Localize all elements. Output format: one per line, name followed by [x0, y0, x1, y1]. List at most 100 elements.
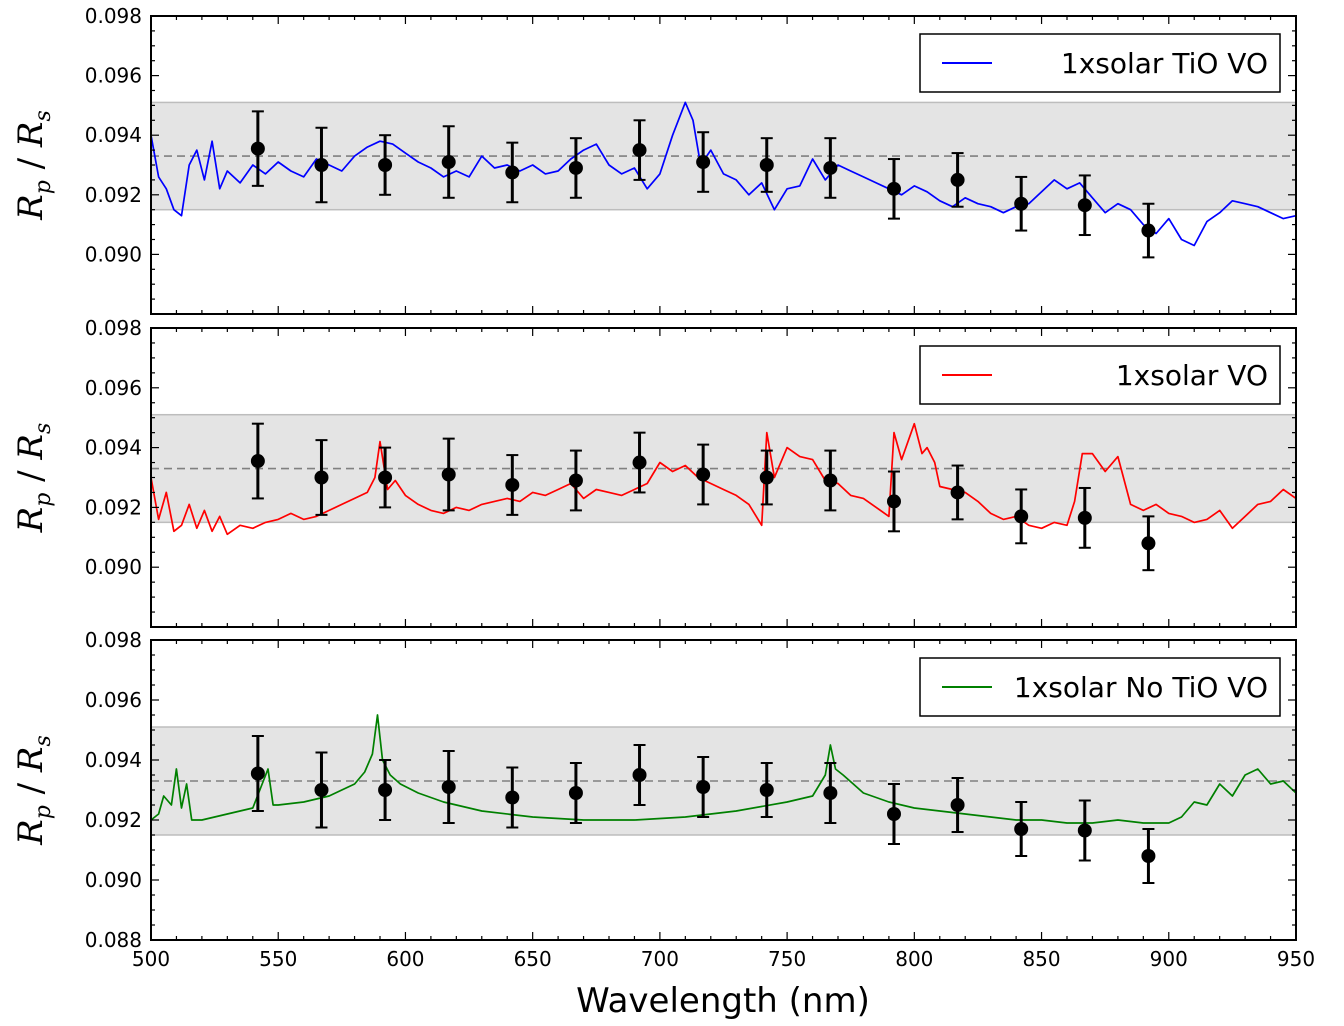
data-point-4	[441, 125, 456, 199]
point-marker	[1141, 223, 1156, 238]
data-point-14	[1077, 799, 1092, 862]
y-axis-label: Rp / Rs	[11, 735, 56, 846]
point-marker	[378, 470, 393, 485]
x-tick-label: 900	[1150, 947, 1188, 971]
point-marker	[886, 807, 901, 821]
y-tick-label: 0.094	[85, 436, 142, 460]
point-marker	[1077, 510, 1092, 525]
point-marker	[314, 158, 329, 172]
x-tick-label: 600	[386, 947, 424, 971]
data-point-9	[759, 449, 774, 506]
point-marker	[759, 158, 774, 172]
point-marker	[441, 155, 456, 170]
y-tick-label: 0.092	[85, 183, 142, 207]
x-axis-label: Wavelength (nm)	[576, 981, 870, 1021]
y-tick-label: 0.098	[85, 4, 142, 28]
y-tick-label: 0.090	[85, 555, 142, 579]
data-point-7	[632, 119, 647, 181]
point-marker	[1014, 509, 1029, 524]
point-marker	[568, 786, 583, 800]
point-marker	[250, 766, 265, 781]
y-tick-label: 0.092	[85, 808, 142, 832]
data-point-8	[696, 443, 711, 506]
x-tick-label: 850	[1022, 947, 1060, 971]
legend-label: 1xsolar No TiO VO	[1014, 671, 1268, 704]
point-marker	[378, 158, 393, 172]
data-point-5	[505, 766, 520, 829]
point-marker	[823, 473, 838, 488]
x-tick-label: 650	[514, 947, 552, 971]
legend-label: 1xsolar TiO VO	[1061, 47, 1268, 80]
y-tick-label: 0.088	[85, 928, 142, 952]
data-point-12	[950, 464, 965, 521]
data-point-5	[505, 454, 520, 516]
point-marker	[1014, 196, 1029, 211]
data-point-14	[1077, 486, 1092, 549]
y-tick-label: 0.092	[85, 495, 142, 519]
point-marker	[950, 172, 965, 187]
point-marker	[250, 141, 265, 156]
data-point-1	[250, 110, 265, 187]
x-tick-label: 500	[132, 947, 170, 971]
point-marker	[378, 783, 393, 797]
point-marker	[696, 780, 711, 794]
y-tick-label: 0.098	[85, 316, 142, 340]
point-marker	[441, 467, 456, 482]
data-point-4	[441, 750, 456, 824]
point-marker	[1141, 536, 1156, 551]
data-point-6	[568, 762, 583, 824]
data-point-13	[1014, 175, 1029, 232]
data-point-13	[1014, 801, 1029, 857]
data-point-8	[696, 131, 711, 193]
point-marker	[1077, 198, 1092, 213]
legend: 1xsolar VO	[919, 345, 1281, 405]
y-axis-label: Rp / Rs	[11, 110, 56, 221]
y-axis-label: Rp / Rs	[11, 423, 56, 534]
panels: 0.090 0.092 0.094 0.096 0.098 Rp / Rs 1xsolar …	[11, 4, 1315, 971]
x-tick-label: 550	[259, 947, 297, 971]
point-marker	[823, 786, 838, 800]
point-marker	[950, 485, 965, 500]
panel-2: 0.090 0.092 0.094 0.096 0.098 Rp / Rs 1xsolar …	[11, 316, 1297, 628]
point-marker	[696, 467, 711, 482]
point-marker	[886, 181, 901, 196]
data-point-12	[950, 152, 965, 208]
data-point-1	[250, 422, 265, 500]
legend-label: 1xsolar VO	[1116, 359, 1268, 392]
y-tick-label: 0.090	[85, 242, 142, 266]
point-marker	[314, 783, 329, 797]
legend: 1xsolar No TiO VO	[919, 657, 1281, 717]
data-point-15	[1141, 202, 1156, 259]
series-line-2-1	[150, 422, 1297, 536]
data-point-11	[886, 783, 901, 845]
point-marker	[759, 783, 774, 797]
point-marker	[759, 470, 774, 485]
point-marker	[632, 455, 647, 470]
y-tick-label: 0.090	[85, 868, 142, 892]
y-tick-label: 0.098	[85, 628, 142, 652]
y-tick-label: 0.094	[85, 123, 142, 147]
x-tick-label: 800	[895, 947, 933, 971]
legend: 1xsolar TiO VO	[919, 33, 1281, 93]
data-point-1	[250, 735, 265, 812]
data-point-2	[314, 439, 329, 516]
panel-1: 0.090 0.092 0.094 0.096 0.098 Rp / Rs 1xsolar …	[11, 4, 1297, 315]
data-point-11	[886, 470, 901, 533]
point-marker	[1141, 849, 1156, 863]
data-point-5	[505, 141, 520, 204]
data-point-15	[1141, 828, 1156, 884]
y-tick-label: 0.096	[85, 64, 142, 88]
panel-3: 0.088 0.090 0.092 0.094 0.096 0.098 Rp / Rs 1xs…	[11, 628, 1315, 971]
point-marker	[505, 165, 520, 180]
point-marker	[950, 798, 965, 812]
point-marker	[823, 160, 838, 175]
x-tick-label: 750	[768, 947, 806, 971]
data-point-9	[759, 762, 774, 818]
y-tick-label: 0.096	[85, 688, 142, 712]
data-point-3	[378, 446, 393, 509]
point-marker	[886, 494, 901, 509]
data-point-4	[441, 437, 456, 512]
data-point-10	[823, 137, 838, 199]
point-marker	[250, 454, 265, 469]
